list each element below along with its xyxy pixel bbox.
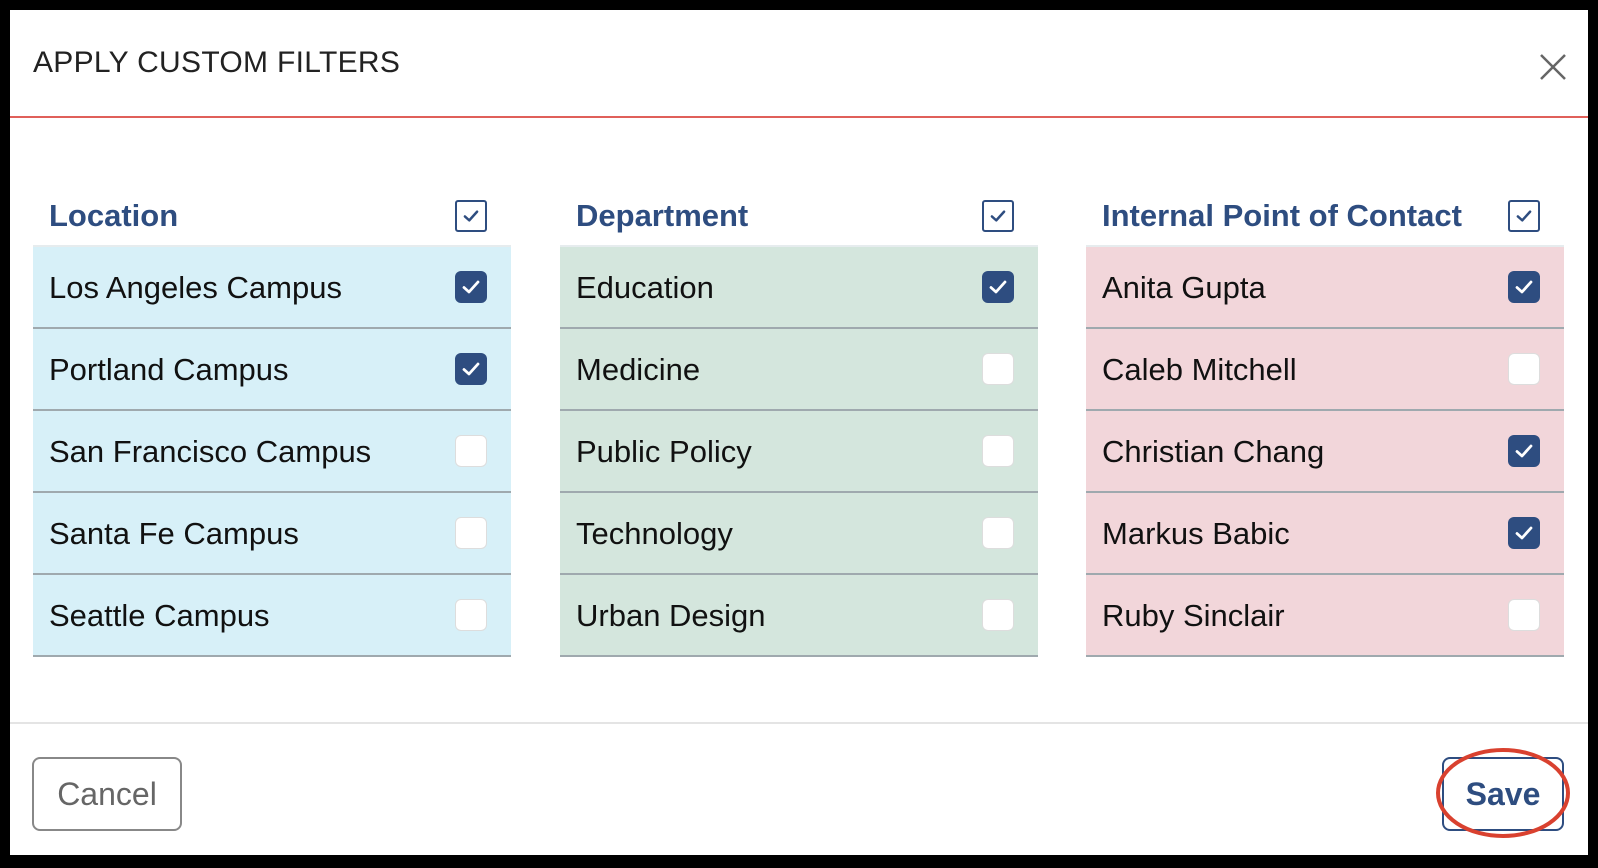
filter-row bbox=[33, 575, 511, 657]
select-all-checkbox[interactable] bbox=[455, 200, 487, 232]
filter-row bbox=[33, 329, 511, 411]
filter-label: Santa Fe Campus bbox=[49, 516, 299, 551]
filter-label: Public Policy bbox=[576, 434, 752, 469]
filter-checkbox[interactable] bbox=[982, 435, 1014, 467]
column-title: Internal Point of Contact bbox=[1102, 198, 1462, 233]
column-top-border bbox=[1086, 245, 1564, 247]
filter-checkbox[interactable] bbox=[1508, 517, 1540, 549]
filter-checkbox[interactable] bbox=[1508, 353, 1540, 385]
filter-label: Urban Design bbox=[576, 598, 766, 633]
filter-label: Christian Chang bbox=[1102, 434, 1325, 469]
filter-row bbox=[560, 247, 1038, 329]
save-button[interactable]: Save bbox=[1442, 757, 1564, 831]
filter-checkbox[interactable] bbox=[455, 599, 487, 631]
filter-row bbox=[33, 247, 511, 329]
select-all-checkbox[interactable] bbox=[1508, 200, 1540, 232]
filter-row bbox=[560, 493, 1038, 575]
select-all-checkbox[interactable] bbox=[982, 200, 1014, 232]
filter-row bbox=[1086, 575, 1564, 657]
filter-label: Portland Campus bbox=[49, 352, 289, 387]
filter-checkbox[interactable] bbox=[982, 599, 1014, 631]
filter-checkbox[interactable] bbox=[455, 517, 487, 549]
filter-label: Markus Babic bbox=[1102, 516, 1290, 551]
filter-checkbox[interactable] bbox=[455, 353, 487, 385]
cancel-button[interactable]: Cancel bbox=[32, 757, 182, 831]
filter-checkbox[interactable] bbox=[982, 517, 1014, 549]
column-title: Location bbox=[49, 198, 179, 233]
filter-checkbox[interactable] bbox=[982, 271, 1014, 303]
filter-row bbox=[33, 493, 511, 575]
column-top-border bbox=[33, 245, 511, 247]
filter-checkbox[interactable] bbox=[455, 435, 487, 467]
filter-row bbox=[33, 411, 511, 493]
column-title: Department bbox=[576, 198, 749, 233]
filter-checkbox[interactable] bbox=[1508, 271, 1540, 303]
filter-checkbox[interactable] bbox=[982, 353, 1014, 385]
filter-label: Technology bbox=[576, 516, 733, 551]
filter-label: Los Angeles Campus bbox=[49, 270, 342, 305]
dialog-title: APPLY CUSTOM FILTERS bbox=[33, 46, 401, 79]
filter-row bbox=[1086, 411, 1564, 493]
close-button[interactable] bbox=[1538, 52, 1568, 82]
filter-row bbox=[1086, 493, 1564, 575]
filter-label: Anita Gupta bbox=[1102, 270, 1266, 305]
filter-label: Medicine bbox=[576, 352, 701, 387]
filter-label: Education bbox=[576, 270, 714, 305]
filter-row bbox=[1086, 247, 1564, 329]
dialog: APPLY CUSTOM FILTERS Cancel Save Locatio… bbox=[10, 10, 1588, 855]
header-divider bbox=[10, 116, 1588, 118]
filter-row bbox=[560, 329, 1038, 411]
filter-row bbox=[1086, 329, 1564, 411]
filter-label: Ruby Sinclair bbox=[1102, 598, 1285, 633]
filter-checkbox[interactable] bbox=[455, 271, 487, 303]
filter-row bbox=[560, 411, 1038, 493]
filter-checkbox[interactable] bbox=[1508, 435, 1540, 467]
filter-row bbox=[560, 575, 1038, 657]
column-top-border bbox=[560, 245, 1038, 247]
filter-label: Seattle Campus bbox=[49, 598, 270, 633]
filter-label: San Francisco Campus bbox=[49, 434, 372, 469]
footer-divider bbox=[10, 722, 1588, 724]
filter-label: Caleb Mitchell bbox=[1102, 352, 1297, 387]
filter-checkbox[interactable] bbox=[1508, 599, 1540, 631]
